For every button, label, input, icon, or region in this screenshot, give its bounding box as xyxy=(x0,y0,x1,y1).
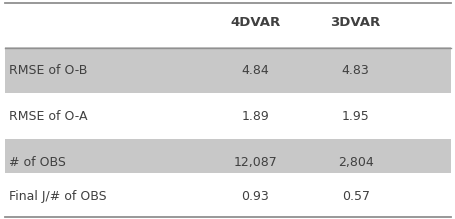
Text: Final J/# of OBS: Final J/# of OBS xyxy=(9,189,106,203)
Text: 4.84: 4.84 xyxy=(241,64,268,77)
Text: RMSE of O-A: RMSE of O-A xyxy=(9,110,87,123)
Text: 0.93: 0.93 xyxy=(241,189,268,203)
Text: 3DVAR: 3DVAR xyxy=(330,16,380,30)
Text: 12,087: 12,087 xyxy=(233,155,277,169)
Text: # of OBS: # of OBS xyxy=(9,155,66,169)
Bar xyxy=(5,47,450,93)
Text: 2,804: 2,804 xyxy=(337,155,373,169)
Bar xyxy=(5,93,450,139)
Bar xyxy=(5,173,450,219)
Bar xyxy=(5,139,450,185)
Text: RMSE of O-B: RMSE of O-B xyxy=(9,64,87,77)
Text: 1.95: 1.95 xyxy=(341,110,369,123)
Text: 4.83: 4.83 xyxy=(341,64,369,77)
Text: 4DVAR: 4DVAR xyxy=(230,16,280,30)
Text: 1.89: 1.89 xyxy=(241,110,268,123)
Text: 0.57: 0.57 xyxy=(341,189,369,203)
